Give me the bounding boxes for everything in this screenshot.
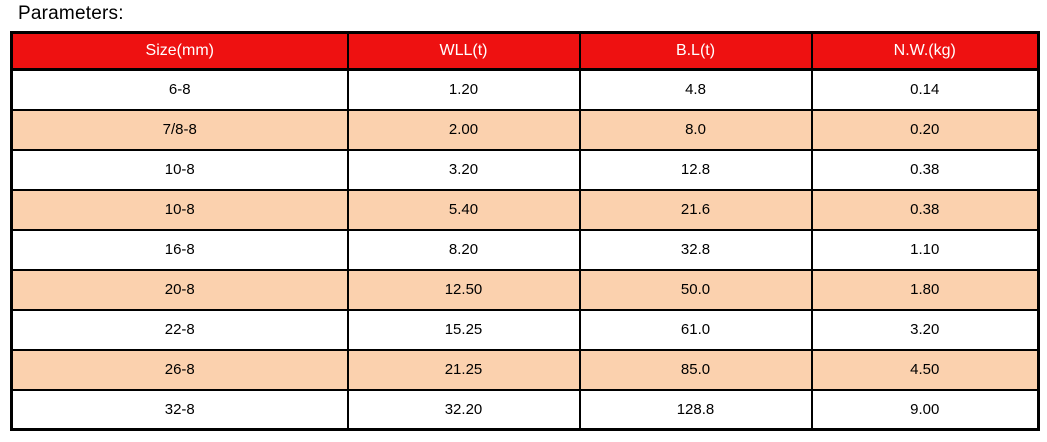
table-cell: 61.0 <box>578 308 813 351</box>
table-cell: 6-8 <box>10 68 349 111</box>
table-cell: 0.38 <box>810 148 1040 191</box>
table-cell: 0.14 <box>810 68 1040 111</box>
table-cell: 8.20 <box>346 228 581 271</box>
table-row: 22-8 15.25 61.0 3.20 <box>10 308 1040 351</box>
table-cell: 5.40 <box>346 188 581 231</box>
table-cell: 9.00 <box>810 388 1040 431</box>
table-cell: 1.10 <box>810 228 1040 271</box>
table-cell: 7/8-8 <box>10 108 349 151</box>
table-cell: 50.0 <box>578 268 813 311</box>
table-cell: 3.20 <box>346 148 581 191</box>
table-row: 7/8-8 2.00 8.0 0.20 <box>10 108 1040 151</box>
table-cell: 15.25 <box>346 308 581 351</box>
table-row: 20-8 12.50 50.0 1.80 <box>10 268 1040 311</box>
column-header: N.W.(kg) <box>810 31 1040 71</box>
table-cell: 4.50 <box>810 348 1040 391</box>
page-title: Parameters: <box>18 3 124 24</box>
column-header: WLL(t) <box>346 31 581 71</box>
table-cell: 32.8 <box>578 228 813 271</box>
table-cell: 21.6 <box>578 188 813 231</box>
table-row: 26-8 21.25 85.0 4.50 <box>10 348 1040 391</box>
table-row: 10-8 3.20 12.8 0.38 <box>10 148 1040 191</box>
table-row: 32-8 32.20 128.8 9.00 <box>10 388 1040 431</box>
table-cell: 26-8 <box>10 348 349 391</box>
table-cell: 10-8 <box>10 188 349 231</box>
table-cell: 0.38 <box>810 188 1040 231</box>
table-cell: 10-8 <box>10 148 349 191</box>
table-cell: 32.20 <box>346 388 581 431</box>
header-row: Size(mm) WLL(t) B.L(t) N.W.(kg) <box>10 31 1040 71</box>
table-cell: 16-8 <box>10 228 349 271</box>
parameters-table: Size(mm) WLL(t) B.L(t) N.W.(kg) 6-8 1.20 4.8 0… <box>10 31 1040 431</box>
table-cell: 2.00 <box>346 108 581 151</box>
table-cell: 12.8 <box>578 148 813 191</box>
table-cell: 8.0 <box>578 108 813 151</box>
table-cell: 0.20 <box>810 108 1040 151</box>
table-cell: 1.20 <box>346 68 581 111</box>
table-cell: 20-8 <box>10 268 349 311</box>
table-cell: 32-8 <box>10 388 349 431</box>
table-cell: 128.8 <box>578 388 813 431</box>
table-row: 6-8 1.20 4.8 0.14 <box>10 68 1040 111</box>
table-cell: 12.50 <box>346 268 581 311</box>
table-cell: 21.25 <box>346 348 581 391</box>
table-row: 16-8 8.20 32.8 1.10 <box>10 228 1040 271</box>
column-header: B.L(t) <box>578 31 813 71</box>
table-cell: 22-8 <box>10 308 349 351</box>
table-cell: 1.80 <box>810 268 1040 311</box>
table-cell: 85.0 <box>578 348 813 391</box>
table-cell: 4.8 <box>578 68 813 111</box>
table-body: 6-8 1.20 4.8 0.14 7/8-8 2.00 8.0 0.20 10-8 3.20 12… <box>10 68 1040 431</box>
table-row: 10-8 5.40 21.6 0.38 <box>10 188 1040 231</box>
table-cell: 3.20 <box>810 308 1040 351</box>
column-header: Size(mm) <box>10 31 349 71</box>
